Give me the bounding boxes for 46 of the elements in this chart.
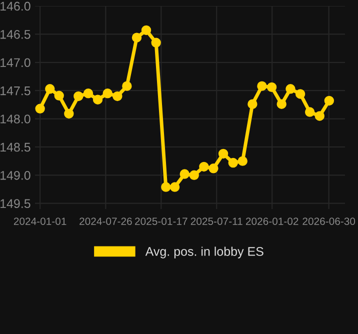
point	[324, 96, 334, 106]
point	[228, 158, 238, 168]
point	[45, 84, 55, 94]
point	[54, 90, 64, 101]
y-tick-label: 147.0	[0, 58, 30, 68]
point	[304, 107, 315, 117]
point	[189, 170, 199, 180]
point	[161, 182, 171, 192]
point	[286, 84, 296, 94]
point	[112, 91, 122, 102]
point	[64, 108, 74, 119]
x-tick-label: 2024-07-26	[80, 218, 132, 225]
point	[102, 88, 112, 98]
point	[92, 94, 103, 104]
point	[132, 32, 142, 42]
point	[257, 81, 267, 91]
x-tick-label: 2025-07-11	[190, 218, 242, 225]
point	[238, 156, 248, 166]
point	[199, 162, 209, 172]
point	[35, 104, 45, 114]
point	[122, 81, 132, 91]
y-tick-label: 148.5	[0, 142, 30, 152]
point	[266, 82, 277, 92]
point	[295, 89, 306, 99]
x-tick-label: 2026-01-02	[246, 218, 298, 225]
y-tick-label: 148.0	[0, 114, 30, 124]
point	[276, 99, 286, 109]
x-tick-label: 2024-01-01	[14, 218, 66, 225]
y-tick-label: 146.5	[0, 30, 30, 39]
point	[180, 169, 190, 179]
y-tick-label: 149.0	[0, 170, 30, 180]
x-tick-label: 2026-06-30	[302, 218, 356, 225]
point	[151, 38, 161, 48]
point	[74, 91, 84, 102]
point	[141, 25, 152, 36]
y-tick-label: 146.0	[0, 2, 30, 11]
point	[170, 182, 180, 192]
point	[248, 99, 258, 109]
point	[208, 164, 218, 174]
y-tick-label: 149.5	[0, 199, 30, 208]
x-tick-label: 2025-01-17	[135, 218, 188, 225]
point	[83, 88, 94, 98]
y-tick-label: 147.5	[0, 86, 30, 96]
point	[314, 111, 325, 121]
legend-label: Avg. pos. in lobby ES	[145, 246, 264, 258]
point	[218, 148, 228, 159]
